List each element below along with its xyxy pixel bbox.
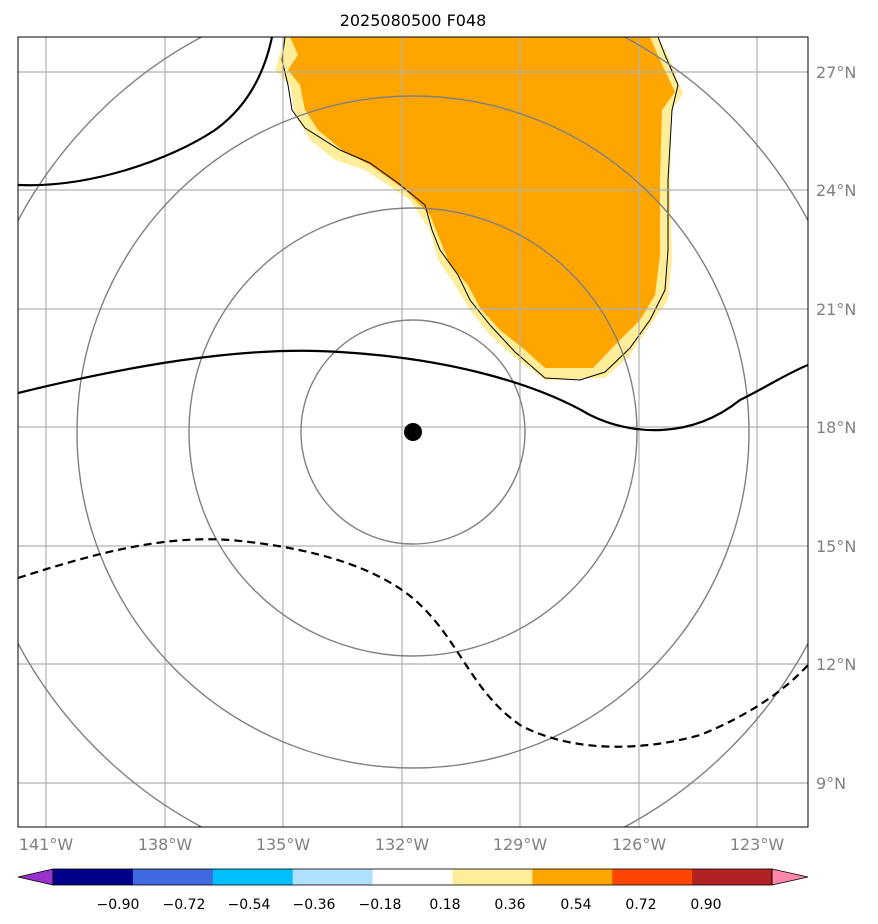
colorbar-frame: [52, 868, 773, 886]
longitude-labels: 141°W 138°W 135°W 132°W 129°W 126°W 123°…: [19, 835, 785, 854]
colorbar-tick-label: −0.36: [293, 897, 336, 913]
colorbar-tick-label: 0.72: [625, 897, 656, 913]
lon-label: 141°W: [19, 835, 74, 854]
lat-label: 9°N: [816, 774, 846, 793]
lat-label: 18°N: [816, 418, 856, 437]
colorbar-tick-label: 0.36: [494, 897, 525, 913]
range-ring-1: [300, 319, 526, 545]
lon-label: 129°W: [493, 835, 548, 854]
colorbar-tick-label: 0.90: [690, 897, 721, 913]
colorbar-tick-label: −0.54: [228, 897, 271, 913]
range-rings: [18, 37, 808, 827]
colorbar-segment: [292, 869, 374, 885]
map-frame: [17, 36, 809, 828]
solid-contour-upper: [18, 37, 274, 187]
colorbar: [17, 868, 809, 886]
lat-label: 27°N: [816, 63, 856, 82]
lat-label: 12°N: [816, 655, 856, 674]
lon-label: 135°W: [256, 835, 311, 854]
lon-label: 138°W: [138, 835, 193, 854]
colorbar-tick-label: −0.72: [163, 897, 206, 913]
colorbar-tick-label: 0.18: [429, 897, 460, 913]
colorbar-tick-label: 0.54: [560, 897, 591, 913]
colorbar-tick-labels: −0.90 −0.72 −0.54 −0.36 −0.18 0.18 0.36 …: [97, 897, 722, 913]
colorbar-segment: [53, 869, 134, 885]
colorbar-segment: [452, 869, 533, 885]
colorbar-extend-low: [17, 868, 54, 886]
colorbar-segment: [692, 869, 773, 885]
colorbar-segment: [212, 869, 294, 885]
lat-label: 15°N: [816, 537, 856, 556]
colorbar-tick-label: −0.18: [359, 897, 402, 913]
map-area: [18, 37, 808, 827]
range-ring-3: [76, 95, 750, 769]
lon-label: 123°W: [730, 835, 785, 854]
lat-label: 21°N: [816, 300, 856, 319]
lon-label: 126°W: [612, 835, 667, 854]
lat-label: 24°N: [816, 181, 856, 200]
colorbar-extend-high: [771, 868, 809, 886]
dashed-contour: [18, 538, 808, 748]
storm-center-marker: [404, 423, 422, 441]
colorbar-segment: [612, 869, 693, 885]
lon-label: 132°W: [375, 835, 430, 854]
colorbar-segment: [372, 869, 453, 885]
colorbar-tick-label: −0.90: [97, 897, 140, 913]
range-ring-2: [188, 207, 638, 657]
map-title: 2025080500 F048: [340, 11, 487, 30]
fill-region-inner: [288, 37, 675, 368]
colorbar-segment: [532, 869, 613, 885]
latitude-labels: 27°N 24°N 21°N 18°N 15°N 12°N 9°N: [816, 63, 856, 793]
solid-contour-middle: [18, 349, 808, 432]
colorbar-segment: [132, 869, 214, 885]
thin-contour: [281, 37, 679, 381]
